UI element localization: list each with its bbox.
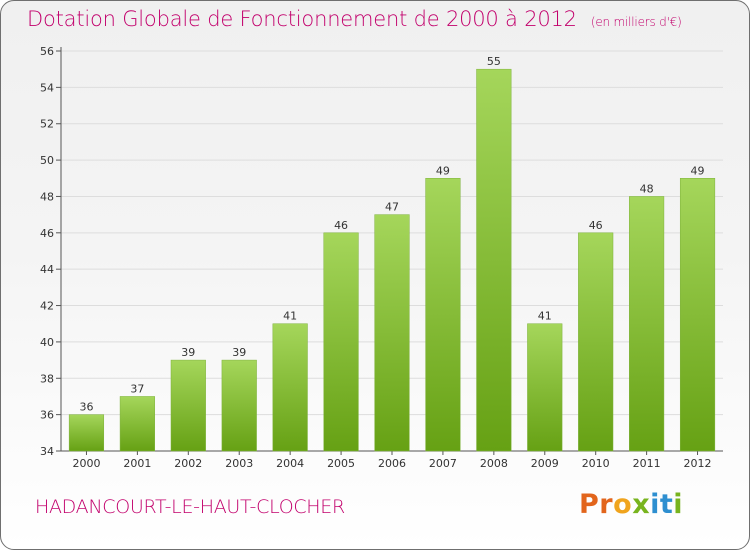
y-tick-label: 42	[40, 300, 54, 313]
bar	[578, 232, 614, 452]
y-tick-label: 54	[40, 81, 54, 94]
bar	[323, 232, 359, 452]
data-label: 46	[334, 219, 348, 232]
x-tick-label: 2009	[531, 457, 559, 470]
x-tick-label: 2003	[225, 457, 253, 470]
data-label: 36	[79, 401, 93, 414]
data-label: 47	[385, 201, 399, 214]
data-label: 37	[130, 382, 144, 395]
bar	[272, 323, 308, 452]
data-label: 41	[283, 310, 297, 323]
y-tick-label: 38	[40, 372, 54, 385]
x-tick-label: 2011	[633, 457, 661, 470]
chart-title-text: Dotation Globale de Fonctionnement de 20…	[27, 7, 577, 31]
logo-letter: o	[613, 489, 633, 520]
y-tick-label: 40	[40, 336, 54, 349]
bar	[425, 178, 461, 452]
y-tick-label: 34	[40, 445, 54, 458]
y-tick-label: 44	[40, 263, 54, 276]
data-label: 49	[436, 164, 450, 177]
bar	[476, 68, 512, 452]
data-label: 49	[691, 164, 705, 177]
x-tick-label: 2000	[72, 457, 100, 470]
labels: 36 2000 37 2001 39 2002 39 2003 41 2004 46 2005 47 20…	[72, 55, 711, 470]
bar	[119, 396, 155, 452]
logo-letter: i	[673, 489, 684, 520]
x-tick-label: 2004	[276, 457, 304, 470]
bar	[221, 359, 257, 452]
x-tick-label: 2005	[327, 457, 355, 470]
y-tick-label: 36	[40, 409, 54, 422]
logo-letter: i	[650, 489, 660, 520]
chart-unit: (en milliers d'€)	[590, 15, 682, 29]
y-tick-label: 50	[40, 154, 54, 167]
x-tick-label: 2006	[378, 457, 406, 470]
data-label: 39	[232, 346, 246, 359]
data-label: 41	[538, 310, 552, 323]
x-tick-label: 2012	[684, 457, 712, 470]
data-label: 46	[589, 219, 603, 232]
logo-letter: P	[579, 489, 600, 520]
data-label: 48	[640, 182, 654, 195]
x-tick-label: 2007	[429, 457, 457, 470]
bar	[527, 323, 563, 452]
bar	[68, 414, 105, 452]
x-tick-label: 2010	[582, 457, 610, 470]
municipality-name: HADANCOURT-LE-HAUT-CLOCHER	[35, 496, 345, 518]
bar	[679, 178, 716, 452]
y-tick-label: 52	[40, 118, 54, 131]
data-label: 39	[181, 346, 195, 359]
data-label: 55	[487, 55, 501, 68]
bar	[374, 214, 410, 452]
x-tick-label: 2002	[174, 457, 202, 470]
y-tick-label: 46	[40, 227, 54, 240]
x-tick-label: 2008	[480, 457, 508, 470]
logo-letter: x	[632, 489, 651, 520]
logo-letter: t	[659, 489, 674, 520]
logo-letter: r	[599, 489, 614, 520]
bar	[629, 196, 665, 452]
proxiti-logo: Proxiti	[579, 489, 683, 520]
bar	[170, 359, 206, 452]
x-tick-label: 2001	[123, 457, 151, 470]
chart-title: Dotation Globale de Fonctionnement de 20…	[27, 7, 682, 31]
y-tick-label: 48	[40, 190, 54, 203]
bars	[68, 68, 716, 452]
y-tick-label: 56	[40, 45, 54, 58]
